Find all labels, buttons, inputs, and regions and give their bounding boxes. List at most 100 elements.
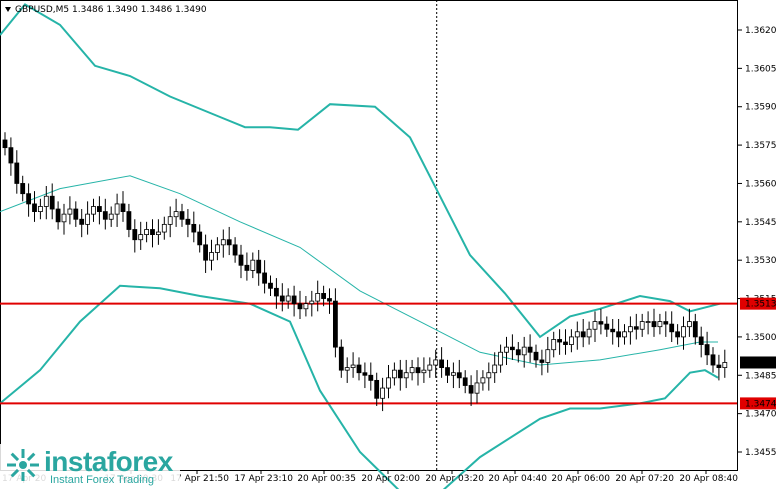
candle-body — [421, 369, 427, 374]
candle-body — [161, 223, 167, 233]
x-tick-label: 20 Apr 04:40 — [488, 474, 547, 484]
candle-body — [569, 336, 574, 345]
candle-body — [604, 323, 610, 330]
broker-logo: instaforex Instant Forex Trading — [0, 444, 180, 489]
candle-body — [344, 367, 350, 371]
candle-body — [474, 382, 480, 394]
candle-body — [167, 216, 173, 225]
candle-body — [2, 139, 8, 149]
candle-body — [20, 183, 26, 195]
candle-body — [427, 364, 433, 371]
candle-body — [639, 321, 645, 330]
candle-body — [332, 300, 338, 348]
candle-body — [563, 341, 568, 345]
candle-body — [191, 223, 197, 233]
candle-body — [108, 213, 114, 220]
y-tick-label: 1.3455 — [745, 448, 777, 458]
candle-body — [616, 331, 621, 338]
candle-body — [150, 229, 155, 236]
candle-body — [327, 298, 332, 302]
candle-body — [386, 377, 391, 389]
candle-body — [492, 364, 498, 374]
y-tick-label: 1.3530 — [745, 256, 777, 266]
candle-body — [598, 321, 604, 325]
candle-body — [433, 359, 439, 366]
candle-body — [356, 364, 362, 374]
candle-body — [262, 272, 268, 284]
candle-body — [321, 293, 327, 299]
candle-body — [114, 203, 120, 215]
candle-body — [144, 229, 150, 236]
level-lower-tag-bg — [740, 397, 776, 410]
candle-body — [244, 264, 250, 271]
candle-body — [309, 300, 315, 305]
y-tick-label: 1.3560 — [745, 179, 777, 189]
candle-body — [628, 326, 633, 333]
y-tick-label: 1.3545 — [745, 218, 777, 228]
candle-body — [273, 287, 279, 297]
y-tick-label: 1.3590 — [745, 103, 777, 113]
x-tick-label: 20 Apr 00:35 — [297, 474, 356, 484]
candle-body — [586, 328, 592, 338]
candle-body — [439, 359, 445, 369]
candle-body — [692, 321, 698, 338]
level-upper-tag-bg — [740, 297, 776, 310]
candle-body — [362, 372, 368, 376]
candle-body — [704, 344, 710, 356]
candle-body — [539, 359, 545, 363]
candle-body — [504, 346, 509, 353]
candle-body — [698, 336, 704, 345]
candle-body — [415, 367, 421, 374]
candle-body — [38, 206, 43, 212]
candle-body — [622, 331, 627, 338]
candle-body — [32, 203, 37, 212]
candle-body — [368, 374, 374, 381]
y-tick-label: 1.3605 — [745, 64, 777, 74]
candle-body — [592, 321, 598, 330]
candle-body — [91, 206, 96, 215]
symbol-header: GBPUSD,M5 1.3486 1.3490 1.3486 1.3490 — [15, 5, 207, 15]
candle-body — [669, 323, 675, 333]
candle-body — [521, 346, 527, 356]
candle-body — [226, 239, 232, 246]
candle-body — [73, 208, 79, 220]
logo-name: instaforex — [44, 446, 173, 477]
candle-body — [462, 377, 468, 386]
x-tick-label: 20 Apr 03:20 — [425, 474, 484, 484]
starburst-logo-icon — [7, 449, 39, 481]
candle-body — [8, 147, 14, 164]
candle-body — [551, 339, 557, 351]
candle-body — [203, 244, 209, 261]
x-tick-label: 20 Apr 02:00 — [361, 474, 420, 484]
candle-body — [209, 252, 214, 261]
candle-body — [657, 321, 663, 328]
y-tick-label: 1.3500 — [745, 333, 777, 343]
candle-body — [710, 354, 716, 366]
candle-body — [391, 369, 397, 379]
candle-body — [14, 162, 20, 184]
candle-body — [185, 218, 191, 225]
candle-body — [350, 364, 356, 368]
candle-body — [380, 387, 386, 399]
candle-body — [545, 349, 551, 363]
candle-body — [574, 331, 580, 338]
x-tick-label: 20 Apr 07:20 — [615, 474, 674, 484]
candle-body — [610, 328, 616, 333]
candles — [2, 132, 728, 412]
candle-body — [285, 295, 291, 302]
y-tick-label: 1.3485 — [745, 371, 777, 381]
candle-body — [49, 195, 55, 210]
y-tick-label: 1.3620 — [745, 26, 777, 36]
candle-body — [297, 303, 303, 310]
candle-body — [250, 259, 256, 271]
middle-band-line — [0, 175, 718, 366]
collapse-triangle-icon[interactable] — [5, 7, 11, 12]
candle-body — [97, 206, 102, 212]
level-lower-tag-text: 1.3474 — [745, 399, 777, 409]
candle-body — [232, 244, 238, 256]
candle-body — [67, 208, 73, 215]
candle-body — [26, 193, 32, 205]
candle-body — [663, 321, 669, 325]
candle-body — [220, 239, 226, 246]
